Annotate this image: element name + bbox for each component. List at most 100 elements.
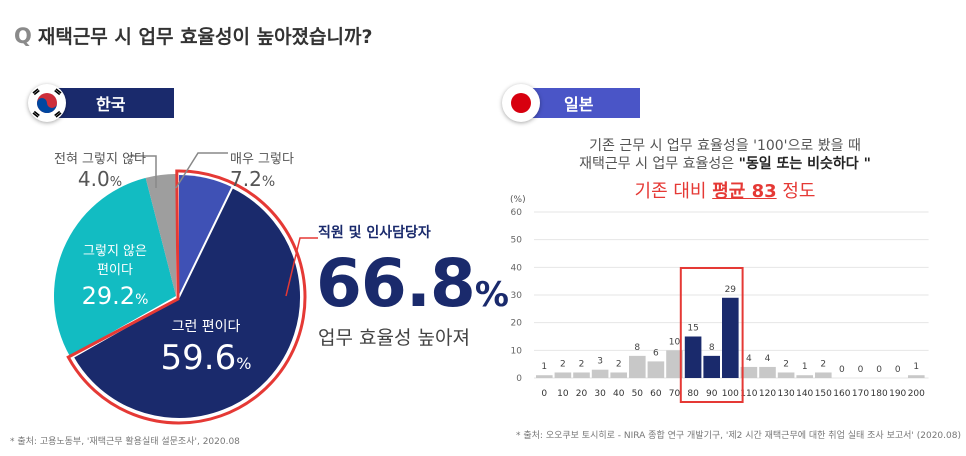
highlight-box [679, 267, 744, 403]
highlight-value-unit: % [474, 275, 509, 315]
bar-value-label: 2 [560, 359, 566, 369]
x-tick-label: 50 [632, 389, 644, 399]
label-yes: 그런 편이다 59.6% [146, 316, 266, 378]
bar-value-label: 4 [765, 354, 771, 364]
x-tick-label: 200 [908, 389, 925, 399]
value-very-yes-num: 7.2 [230, 167, 262, 191]
bar [703, 355, 720, 378]
bar [536, 375, 553, 378]
y-tick-label: 10 [511, 346, 523, 356]
bar-value-label: 1 [802, 362, 808, 372]
q-mark: Q [14, 23, 32, 48]
highlight-value: 66.8% [316, 245, 509, 322]
x-tick-label: 170 [852, 389, 869, 399]
bar-value-label: 0 [839, 365, 845, 375]
y-axis-label: (%) [510, 195, 526, 205]
bar [573, 372, 590, 378]
bar [815, 372, 832, 378]
value-very-yes-unit: % [261, 174, 276, 190]
japan-note-line2-prefix: 재택근무 시 업무 효율성은 [579, 156, 739, 172]
bar-value-label: 8 [709, 343, 715, 353]
x-tick-label: 150 [815, 389, 832, 399]
x-tick-label: 100 [722, 389, 739, 399]
x-tick-label: 60 [650, 389, 662, 399]
bar-value-label: 6 [653, 348, 659, 358]
japan-label: 일본 [528, 88, 640, 118]
value-no-unit: % [135, 292, 149, 308]
x-tick-label: 160 [833, 389, 850, 399]
japan-source: * 출처: 오오쿠보 토시히로 - NIRA 종합 연구 개발기구, '제2 시… [516, 431, 961, 441]
label-no-line2: 편이다 [97, 263, 133, 278]
x-tick-label: 70 [669, 389, 681, 399]
bar-value-label: 29 [725, 285, 737, 295]
x-tick-label: 90 [706, 389, 718, 399]
y-tick-label: 20 [511, 319, 523, 329]
highlight-outline [66, 169, 307, 425]
bar-value-label: 2 [616, 359, 622, 369]
value-very-no-unit: % [109, 175, 123, 190]
japan-average-suffix: 정도 [776, 181, 816, 202]
bar [647, 361, 665, 378]
bar-value-label: 0 [895, 365, 901, 375]
value-yes-num: 59.6 [160, 338, 237, 378]
bar [666, 350, 683, 378]
highlight-subtitle: 업무 효율성 높아져 [318, 327, 470, 349]
japan-bar-chart: (%)0102030405060102102203302408506601070… [510, 195, 929, 403]
x-tick-label: 130 [778, 389, 795, 399]
bar [796, 375, 813, 378]
value-no: 29.2% [60, 282, 170, 310]
label-no-line1: 그렇지 않은 [83, 244, 147, 259]
bar [908, 375, 925, 378]
japan-average-prefix: 기존 대비 [634, 181, 713, 202]
page-title: Q 재택근무 시 업무 효율성이 높아졌습니까? [14, 22, 373, 49]
slice-very-yes [179, 175, 233, 297]
y-tick-label: 30 [511, 291, 523, 301]
value-very-no-num: 4.0 [77, 167, 110, 191]
label-very-yes: 매우 그렇다 7.2% [230, 148, 294, 191]
korea-label-text: 한국 [96, 95, 126, 114]
label-yes-text: 그런 편이다 [171, 319, 241, 335]
bar-value-label: 8 [634, 343, 640, 353]
bar-value-label: 3 [597, 357, 603, 367]
label-no: 그렇지 않은 편이다 29.2% [60, 240, 170, 310]
value-no-num: 29.2 [81, 282, 136, 310]
korea-source: * 출처: 고용노동부, '재택근무 활용실태 설문조사', 2020.08 [10, 437, 240, 447]
x-tick-label: 180 [871, 389, 888, 399]
bar [629, 355, 646, 378]
bar [591, 369, 609, 378]
x-tick-label: 80 [687, 389, 699, 399]
japan-flag-icon [502, 84, 540, 122]
x-tick-label: 20 [576, 389, 588, 399]
japan-average-value: 평균 83 [712, 181, 777, 202]
label-very-no-text: 전혀 그렇지 않다 [54, 152, 146, 167]
bar-value-label: 1 [541, 362, 547, 372]
slice-no [54, 177, 176, 357]
bar [610, 372, 627, 378]
bar [740, 366, 758, 378]
y-tick-label: 60 [511, 208, 523, 218]
question-text: 재택근무 시 업무 효율성이 높아졌습니까? [37, 26, 373, 48]
bar-value-label: 2 [783, 359, 789, 369]
bar-value-label: 2 [820, 359, 826, 369]
japan-note-line1: 기존 근무 시 업무 효율성을 '100'으로 봤을 때 [589, 138, 861, 154]
japan-note-line2: 재택근무 시 업무 효율성은 "동일 또는 비슷하다 " [540, 153, 910, 173]
bar-value-label: 15 [687, 324, 698, 334]
japan-note-line2-bold: "동일 또는 비슷하다 " [738, 156, 871, 172]
value-very-yes: 7.2% [230, 167, 294, 191]
value-yes-unit: % [236, 354, 252, 373]
bar [554, 372, 572, 378]
bar-value-label: 2 [579, 359, 585, 369]
y-tick-label: 50 [511, 236, 523, 246]
x-tick-label: 190 [889, 389, 906, 399]
value-very-no: 4.0% [46, 167, 154, 191]
bar-value-label: 1 [913, 362, 919, 372]
x-tick-label: 0 [541, 389, 547, 399]
bar [759, 366, 776, 378]
japan-label-text: 일본 [564, 95, 594, 114]
bar-value-label: 0 [858, 365, 864, 375]
japan-average: 기존 대비 평균 83 정도 [540, 177, 910, 203]
y-tick-label: 0 [516, 374, 522, 384]
y-tick-label: 40 [511, 263, 523, 273]
bar-value-label: 4 [746, 354, 752, 364]
value-yes: 59.6% [146, 338, 266, 378]
